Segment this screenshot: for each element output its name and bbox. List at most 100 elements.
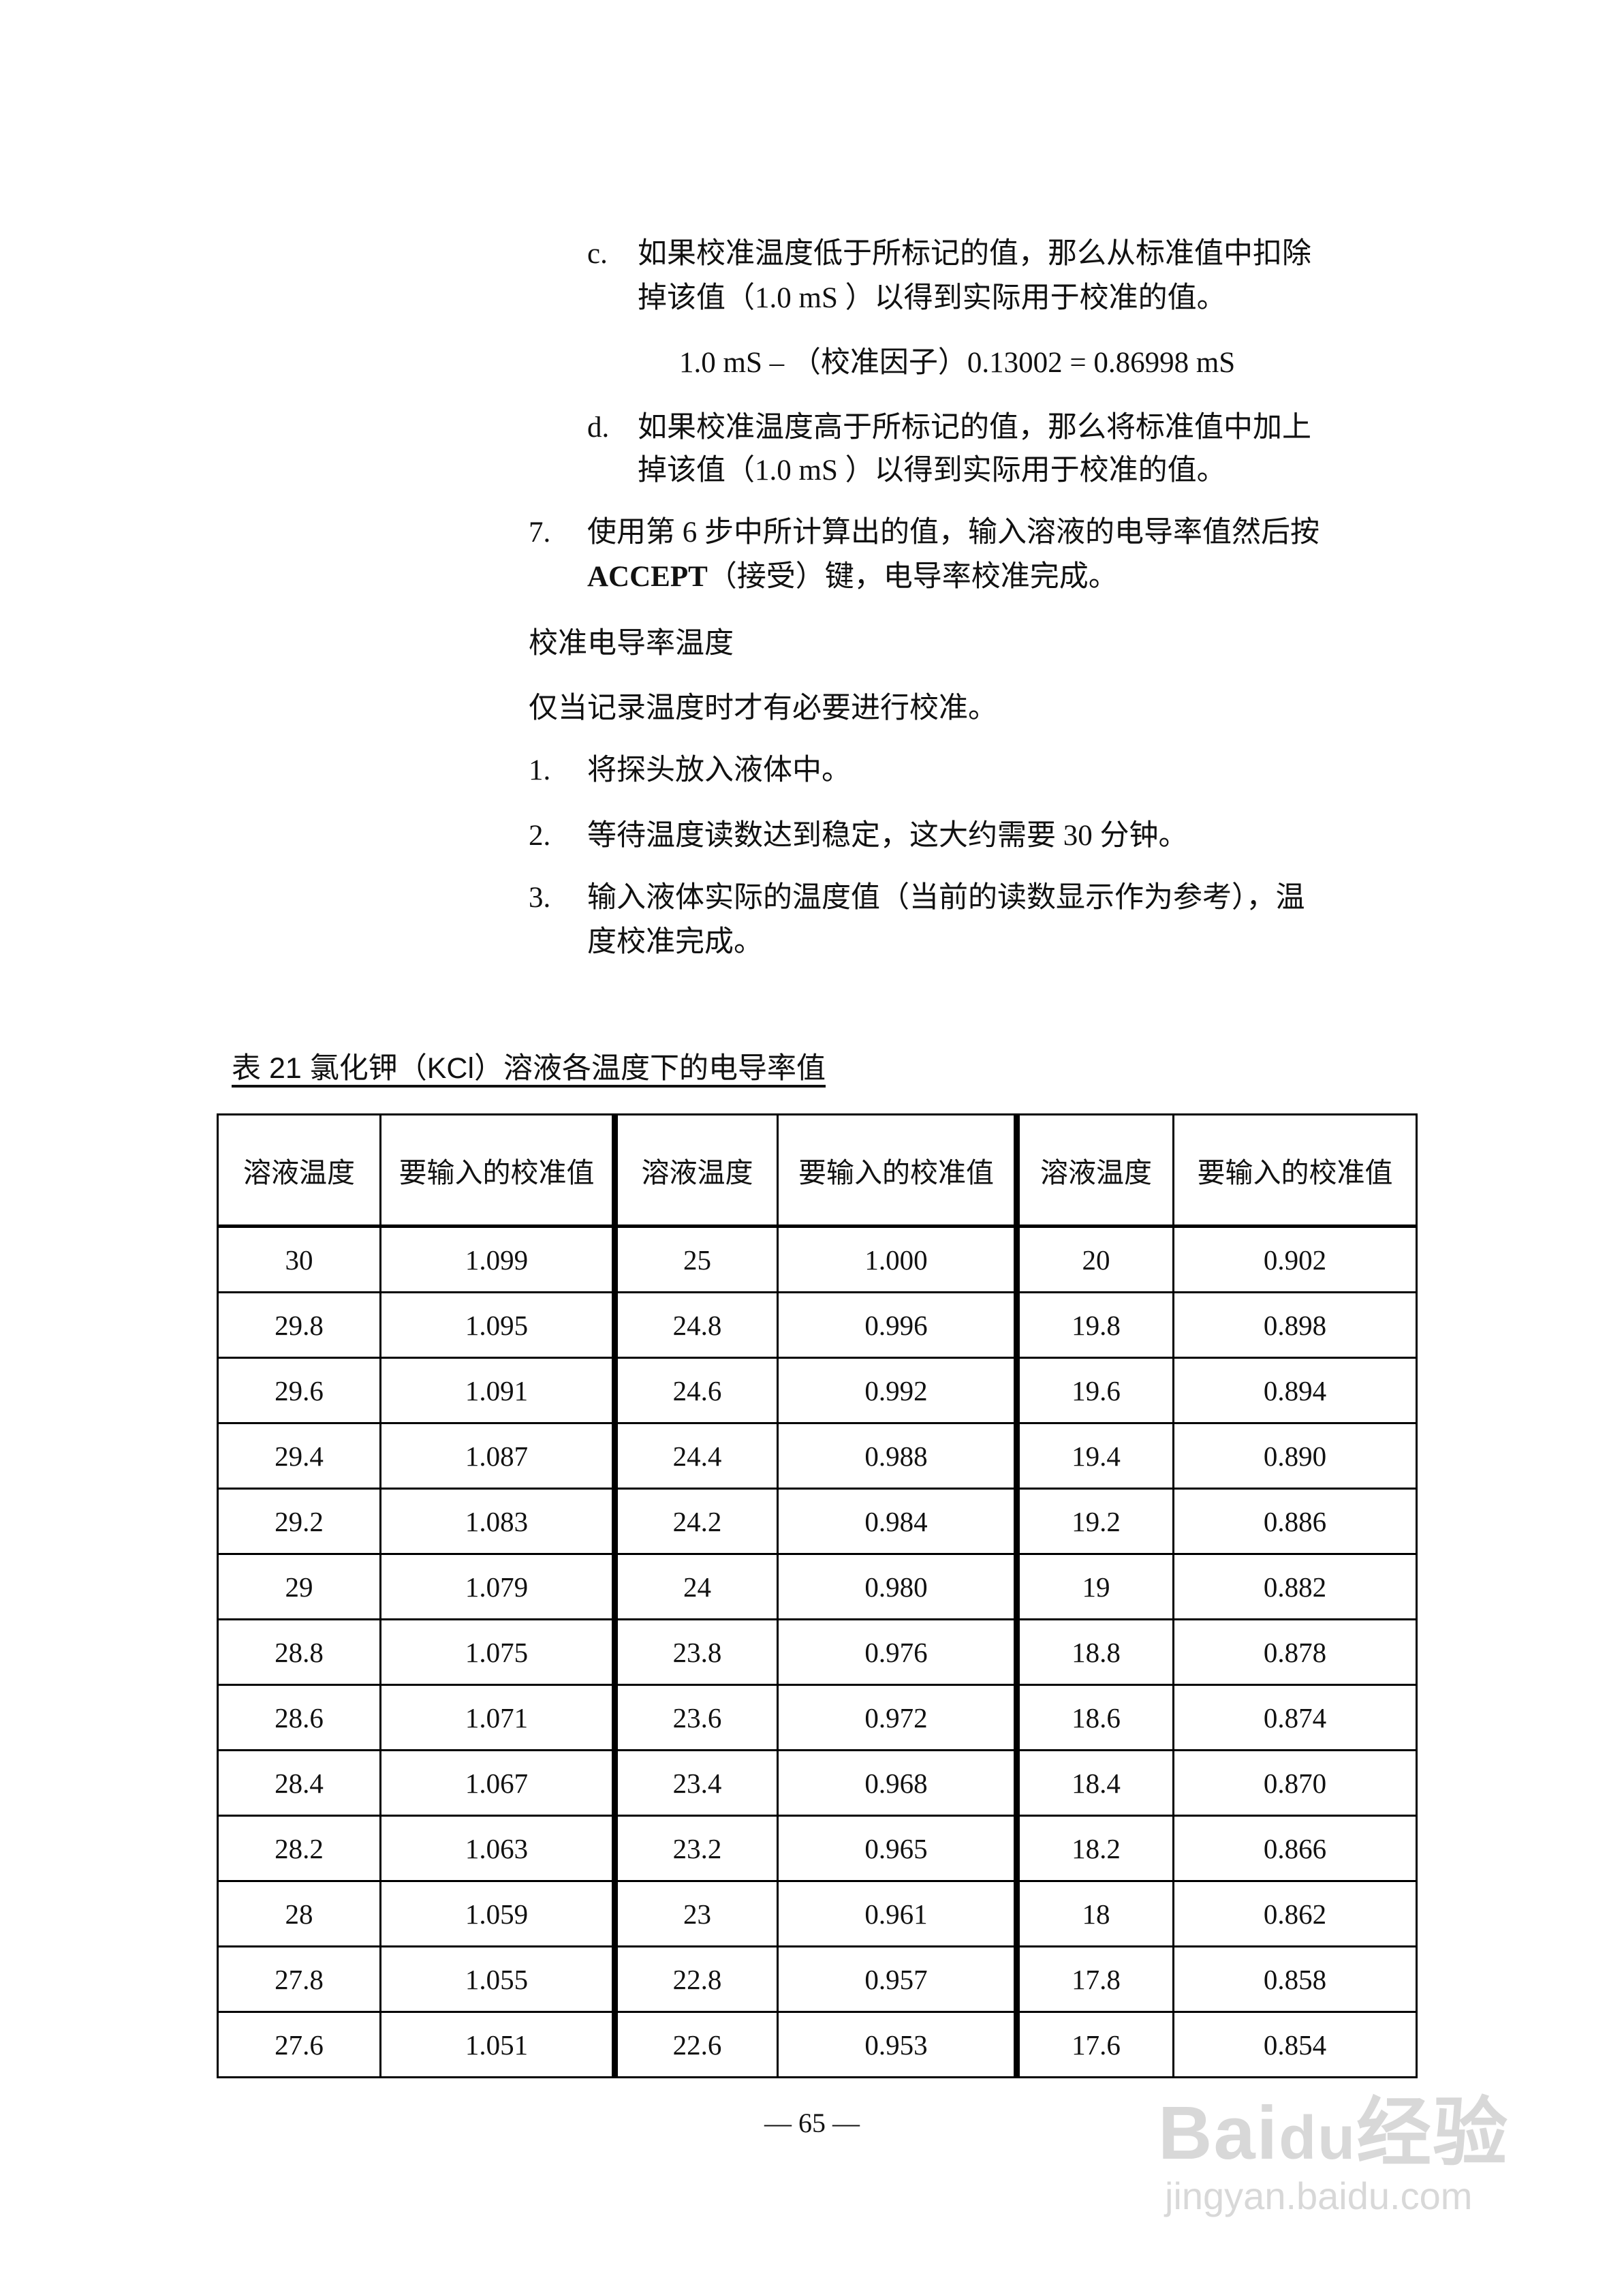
calibration-value-cell: 1.099 — [379, 1225, 618, 1293]
table-row: 29.2 1.083 24.2 0.984 19.2 0.886 — [217, 1488, 1418, 1555]
step-marker: 3. — [529, 882, 551, 914]
step-text: 输入液体实际的温度值（当前的读数显示作为参考），温 — [587, 882, 1305, 914]
step-text: 使用第 6 步中所计算出的值，输入溶液的电导率值然后按 — [587, 517, 1320, 549]
calibration-value-cell: 0.976 — [777, 1618, 1020, 1686]
temperature-cell: 28.4 — [217, 1749, 381, 1817]
table-caption: 表 21 氯化钾（KCl）溶液各温度下的电导率值 — [232, 1052, 826, 1085]
temperature-cell: 24 — [614, 1553, 779, 1620]
calibration-value-cell: 0.870 — [1172, 1749, 1418, 1817]
calibration-value-cell: 0.862 — [1172, 1880, 1418, 1947]
calibration-value-cell: 0.972 — [777, 1684, 1020, 1751]
calibration-value-cell: 1.091 — [379, 1357, 618, 1424]
calibration-value-cell: 0.996 — [777, 1291, 1020, 1359]
calibration-value-cell: 0.965 — [777, 1815, 1020, 1882]
calibration-value-cell: 0.894 — [1172, 1357, 1418, 1424]
temperature-cell: 23.8 — [614, 1618, 779, 1686]
step-text: 将探头放入液体中。 — [587, 754, 851, 786]
calibration-value-cell: 1.075 — [379, 1618, 618, 1686]
temperature-cell: 24.2 — [614, 1488, 779, 1555]
temperature-cell: 22.6 — [614, 2011, 779, 2078]
formula: 1.0 mS – （校准因子）0.13002 = 0.86998 mS — [679, 347, 1236, 379]
table-row: 29.8 1.095 24.8 0.996 19.8 0.898 — [217, 1291, 1418, 1359]
table-row: 28.6 1.071 23.6 0.972 18.6 0.874 — [217, 1684, 1418, 1751]
calibration-value-cell: 0.988 — [777, 1422, 1020, 1490]
temperature-cell: 23.6 — [614, 1684, 779, 1751]
temperature-cell: 23.4 — [614, 1749, 779, 1817]
table-row: 27.6 1.051 22.6 0.953 17.6 0.854 — [217, 2011, 1418, 2078]
temperature-cell: 17.6 — [1016, 2011, 1174, 2078]
step-marker: 2. — [529, 820, 551, 852]
calibration-value-cell: 0.898 — [1172, 1291, 1418, 1359]
calibration-value-cell: 0.882 — [1172, 1553, 1418, 1620]
calibration-value-cell: 1.067 — [379, 1749, 618, 1817]
calibration-value-cell: 1.095 — [379, 1291, 618, 1359]
calibration-value-cell: 0.984 — [777, 1488, 1020, 1555]
calibration-value-cell: 1.083 — [379, 1488, 618, 1555]
step-text-rest: （接受）键，电导率校准完成。 — [707, 561, 1118, 593]
temperature-cell: 29 — [217, 1553, 381, 1620]
calibration-value-cell: 0.957 — [777, 1945, 1020, 2013]
step-text: 度校准完成。 — [587, 926, 763, 958]
temperature-cell: 19.4 — [1016, 1422, 1174, 1490]
temperature-cell: 28.6 — [217, 1684, 381, 1751]
step-text: 掉该值（1.0 mS ）以得到实际用于校准的值。 — [638, 282, 1226, 314]
calibration-value-cell: 1.087 — [379, 1422, 618, 1490]
calibration-value-cell: 0.902 — [1172, 1225, 1418, 1293]
calibration-value-cell: 0.858 — [1172, 1945, 1418, 2013]
column-header: 要输入的校准值 — [1172, 1113, 1418, 1228]
temperature-cell: 18.4 — [1016, 1749, 1174, 1817]
calibration-value-cell: 1.079 — [379, 1553, 618, 1620]
section-intro: 仅当记录温度时才有必要进行校准。 — [529, 692, 997, 724]
calibration-value-cell: 0.980 — [777, 1553, 1020, 1620]
table-header-row: 溶液温度 要输入的校准值 溶液温度 要输入的校准值 溶液温度 要输入的校准值 — [217, 1113, 1418, 1228]
calibration-value-cell: 0.953 — [777, 2011, 1020, 2078]
step-text: ACCEPT（接受）键，电导率校准完成。 — [587, 558, 1118, 596]
temperature-cell: 24.6 — [614, 1357, 779, 1424]
table-row: 27.8 1.055 22.8 0.957 17.8 0.858 — [217, 1945, 1418, 2013]
column-header: 要输入的校准值 — [777, 1113, 1020, 1228]
step-marker: d. — [587, 412, 610, 444]
temperature-cell: 27.8 — [217, 1945, 381, 2013]
step-text: 等待温度读数达到稳定，这大约需要 30 分钟。 — [587, 820, 1188, 852]
temperature-cell: 19 — [1016, 1553, 1174, 1620]
temperature-cell: 25 — [614, 1225, 779, 1293]
table-row: 28 1.059 23 0.961 18 0.862 — [217, 1880, 1418, 1947]
column-header: 要输入的校准值 — [379, 1113, 618, 1228]
temperature-cell: 24.8 — [614, 1291, 779, 1359]
temperature-cell: 28.2 — [217, 1815, 381, 1882]
calibration-value-cell: 0.890 — [1172, 1422, 1418, 1490]
baidu-watermark-logo: Baidu经验 jingyan.baidu.com — [1158, 2091, 1510, 2217]
calibration-value-cell: 1.000 — [777, 1225, 1020, 1293]
table-row: 28.8 1.075 23.8 0.976 18.8 0.878 — [217, 1618, 1418, 1686]
step-text: 掉该值（1.0 mS ）以得到实际用于校准的值。 — [638, 455, 1226, 487]
step-marker: c. — [587, 238, 608, 270]
table-row: 30 1.099 25 1.000 20 0.902 — [217, 1225, 1418, 1293]
temperature-cell: 29.8 — [217, 1291, 381, 1359]
temperature-cell: 18.8 — [1016, 1618, 1174, 1686]
temperature-cell: 24.4 — [614, 1422, 779, 1490]
calibration-value-cell: 0.968 — [777, 1749, 1020, 1817]
step-marker: 7. — [529, 517, 551, 549]
temperature-cell: 18.6 — [1016, 1684, 1174, 1751]
accept-key-label: ACCEPT — [587, 561, 708, 593]
temperature-cell: 19.8 — [1016, 1291, 1174, 1359]
column-header: 溶液温度 — [217, 1113, 381, 1228]
calibration-value-cell: 0.878 — [1172, 1618, 1418, 1686]
calibration-value-cell: 1.071 — [379, 1684, 618, 1751]
temperature-cell: 19.2 — [1016, 1488, 1174, 1555]
step-marker: 1. — [529, 754, 551, 786]
calibration-value-cell: 0.854 — [1172, 2011, 1418, 2078]
calibration-value-cell: 1.051 — [379, 2011, 618, 2078]
temperature-cell: 29.2 — [217, 1488, 381, 1555]
table-row: 28.4 1.067 23.4 0.968 18.4 0.870 — [217, 1749, 1418, 1817]
section-title: 校准电导率温度 — [529, 628, 734, 660]
temperature-cell: 17.8 — [1016, 1945, 1174, 2013]
temperature-cell: 22.8 — [614, 1945, 779, 2013]
page-number: — 65 — — [764, 2108, 860, 2138]
calibration-value-cell: 0.961 — [777, 1880, 1020, 1947]
table-row: 29.6 1.091 24.6 0.992 19.6 0.894 — [217, 1357, 1418, 1424]
temperature-cell: 23 — [614, 1880, 779, 1947]
table-row: 29.4 1.087 24.4 0.988 19.4 0.890 — [217, 1422, 1418, 1490]
temperature-cell: 18.2 — [1016, 1815, 1174, 1882]
step-text: 如果校准温度低于所标记的值，那么从标准值中扣除 — [638, 238, 1311, 270]
